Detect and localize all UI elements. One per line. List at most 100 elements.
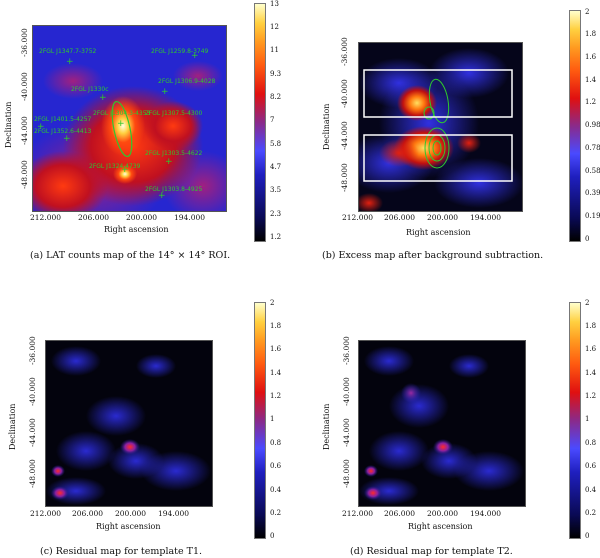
- source-label: 2FGL J1306.9-4028: [158, 78, 216, 85]
- source-label: 2FGL J1401.5-4257: [34, 116, 92, 123]
- source-label: 2FGL J1303.8-4925: [145, 186, 203, 193]
- y-tick-label: -36.000: [28, 336, 37, 365]
- colorbar-tick: 0.6: [270, 462, 282, 470]
- source-marker: +: [158, 191, 166, 201]
- y-axis-label: Declination: [8, 403, 17, 450]
- caption: (a) LAT counts map of the 14° × 14° ROI.: [30, 250, 231, 261]
- y-tick-label: -40.000: [342, 377, 351, 406]
- x-tick-label: 206.000: [78, 213, 110, 222]
- colorbar-tick: 1.6: [585, 53, 597, 61]
- x-tick-label: 206.000: [384, 213, 416, 222]
- source-marker: +: [161, 87, 169, 97]
- colorbar-tick: 12: [270, 23, 279, 31]
- y-tick-label: -48.000: [340, 163, 349, 192]
- colorbar-tick: 0.6: [585, 462, 597, 470]
- colorbar-tick: 0: [585, 235, 590, 243]
- y-tick-label: -36.000: [340, 37, 349, 66]
- caption: (c) Residual map for template T1.: [40, 546, 203, 557]
- x-tick-label: 206.000: [384, 509, 416, 518]
- colorbar-tick: 0.98: [585, 121, 600, 129]
- colorbar-tick: 0.39: [585, 189, 600, 197]
- residual-map-t2: [358, 340, 526, 507]
- colorbar-tick: 0: [585, 532, 590, 540]
- y-axis-label: Declination: [4, 101, 13, 148]
- contour: [423, 78, 450, 169]
- colorbar-tick: 7: [270, 116, 275, 124]
- x-tick-label: 200.000: [427, 213, 459, 222]
- colorbar-tick: 0.2: [585, 509, 597, 517]
- source-marker: +: [63, 134, 71, 144]
- colorbar-tick: 1.4: [585, 369, 597, 377]
- colorbar-tick: 1.2: [270, 392, 282, 400]
- source-marker: +: [117, 119, 125, 129]
- source-label: 2FGL J1347.7-3752: [39, 48, 97, 55]
- source-label: 2FGL J1304.3-4353: [93, 110, 151, 117]
- y-tick-label: -48.000: [28, 459, 37, 488]
- excess-map: [358, 42, 523, 212]
- colorbar: [254, 302, 266, 539]
- residual-map-image: [46, 341, 212, 506]
- residual-map-image: [359, 341, 525, 506]
- colorbar-tick: 13: [270, 0, 279, 8]
- y-tick-label: -48.000: [20, 160, 29, 189]
- colorbar-tick: 1.2: [270, 233, 282, 241]
- template-box: [363, 134, 513, 182]
- colorbar-tick: 0.8: [270, 439, 282, 447]
- source-label: 2FGL J1259.8-3749: [151, 48, 209, 55]
- y-tick-label: -36.000: [342, 336, 351, 365]
- y-tick-label: -40.000: [28, 377, 37, 406]
- colorbar-tick: 5.8: [270, 140, 282, 148]
- x-tick-label: 206.000: [72, 509, 104, 518]
- template-box: [363, 69, 513, 118]
- colorbar-tick: 0.58: [585, 167, 600, 175]
- x-tick-label: 194.000: [470, 509, 502, 518]
- source-label: 2FGL J1303.5-4622: [145, 150, 203, 157]
- y-tick-label: -36.000: [20, 28, 29, 57]
- contour: [111, 100, 133, 158]
- source-marker: +: [121, 165, 129, 175]
- colorbar-tick: 1.8: [270, 322, 282, 330]
- x-tick-label: 194.000: [174, 213, 206, 222]
- colorbar-tick: 11: [270, 46, 279, 54]
- x-tick-label: 194.000: [158, 509, 190, 518]
- colorbar: [569, 10, 581, 242]
- colorbar-tick: 9.3: [270, 70, 282, 78]
- y-axis-label: Declination: [322, 103, 331, 150]
- colorbar-tick: 2: [270, 299, 275, 307]
- colorbar-tick: 1.8: [585, 322, 597, 330]
- residual-map-t1: [45, 340, 213, 507]
- colorbar-tick: 2: [585, 8, 590, 16]
- colorbar-tick: 1.8: [585, 30, 597, 38]
- x-tick-label: 200.000: [427, 509, 459, 518]
- y-tick-label: -40.000: [340, 79, 349, 108]
- colorbar-tick: 0.4: [270, 486, 282, 494]
- source-label: 2FGL J1330c: [71, 86, 109, 93]
- colorbar-tick: 0.78: [585, 144, 600, 152]
- caption: (b) Excess map after background subtract…: [322, 250, 544, 261]
- y-tick-label: -44.000: [20, 116, 29, 145]
- source-label: 2FGL J1307.5-4300: [145, 110, 203, 117]
- colorbar-tick: 1.6: [270, 345, 282, 353]
- x-axis-label: Right ascension: [408, 522, 473, 531]
- excess-map-image: [359, 43, 522, 211]
- y-tick-label: -44.000: [342, 418, 351, 447]
- colorbar-tick: 1.6: [585, 345, 597, 353]
- source-label: 2FGL J1352.6-4413: [34, 128, 92, 135]
- y-tick-label: -40.000: [20, 72, 29, 101]
- colorbar: [254, 3, 266, 242]
- colorbar-tick: 1.4: [270, 369, 282, 377]
- colorbar-tick: 0.2: [270, 509, 282, 517]
- source-marker: +: [37, 122, 45, 132]
- colorbar-tick: 1.2: [585, 392, 597, 400]
- y-tick-label: -48.000: [342, 459, 351, 488]
- x-axis-label: Right ascension: [406, 228, 471, 237]
- colorbar-tick: 4.7: [270, 163, 282, 171]
- y-tick-label: -44.000: [340, 121, 349, 150]
- colorbar-tick: 1.4: [585, 76, 597, 84]
- colorbar-tick: 0: [270, 532, 275, 540]
- x-tick-label: 194.000: [470, 213, 502, 222]
- x-tick-label: 200.000: [126, 213, 158, 222]
- source-marker: +: [99, 93, 107, 103]
- source-label: 2FGL J1324.4739: [89, 163, 141, 170]
- source-marker: +: [66, 57, 74, 67]
